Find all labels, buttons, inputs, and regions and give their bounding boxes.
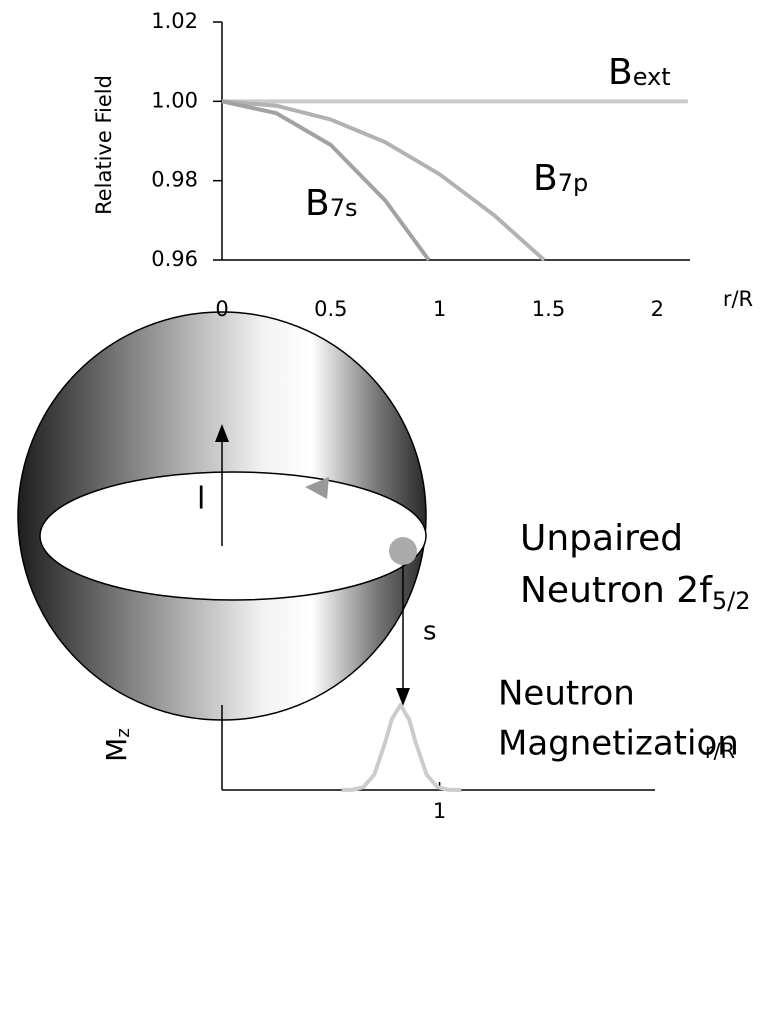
series-label-main: B xyxy=(305,183,330,224)
series-label: B7s xyxy=(305,183,357,224)
series-label: Bext xyxy=(608,52,671,93)
series-label-sub: 7p xyxy=(558,169,589,197)
x-tick-label: 0.5 xyxy=(314,297,347,321)
y-tick-label: 1.02 xyxy=(151,9,198,33)
orbit-direction xyxy=(305,477,329,499)
y-axis-label-text: M xyxy=(100,738,133,762)
caption-subscript: 5/2 xyxy=(712,587,751,615)
neutron xyxy=(389,537,417,565)
series-label-sub: ext xyxy=(633,63,671,91)
series-line xyxy=(221,99,546,262)
y-tick-label: 1.00 xyxy=(151,88,198,112)
series-line xyxy=(221,99,431,262)
y-axis-label: Relative Field xyxy=(92,75,116,215)
annotation: Neutron xyxy=(498,674,635,714)
x-tick-label: 1 xyxy=(433,297,446,321)
x-tick-label: 2 xyxy=(651,297,664,321)
x-tick-label: 0 xyxy=(215,297,228,321)
l-label: l xyxy=(197,482,205,517)
x-axis-label: r/R xyxy=(723,287,753,311)
x-tick-label: 1.5 xyxy=(532,297,565,321)
y-axis-label: Mz xyxy=(100,728,134,762)
series-label-sub: 7s xyxy=(330,194,358,222)
series-line xyxy=(341,703,462,792)
caption-text: Neutron 2f xyxy=(520,570,713,611)
orbit xyxy=(39,471,427,601)
y-axis-label-text: Relative Field xyxy=(92,75,116,215)
diagram: l s Unpaired Neutron 2f5/2 xyxy=(17,311,751,721)
caption-line: Neutron 2f5/2 xyxy=(520,570,751,615)
y-tick-label: 0.96 xyxy=(151,247,198,271)
x-tick-label: 1 xyxy=(433,799,446,823)
y-tick-label: 0.98 xyxy=(151,168,198,192)
x-axis-label: r/R xyxy=(705,739,735,763)
s-arrowhead xyxy=(396,688,410,706)
caption-line: Unpaired xyxy=(520,518,683,559)
series-label-main: B xyxy=(533,158,558,199)
s-label: s xyxy=(423,617,437,647)
y-axis-label-subscript: z xyxy=(113,728,134,737)
l-arrowhead xyxy=(215,424,229,442)
series-label: B7p xyxy=(533,158,588,199)
annotation: Magnetization xyxy=(498,724,739,764)
series-label-main: B xyxy=(608,52,633,93)
